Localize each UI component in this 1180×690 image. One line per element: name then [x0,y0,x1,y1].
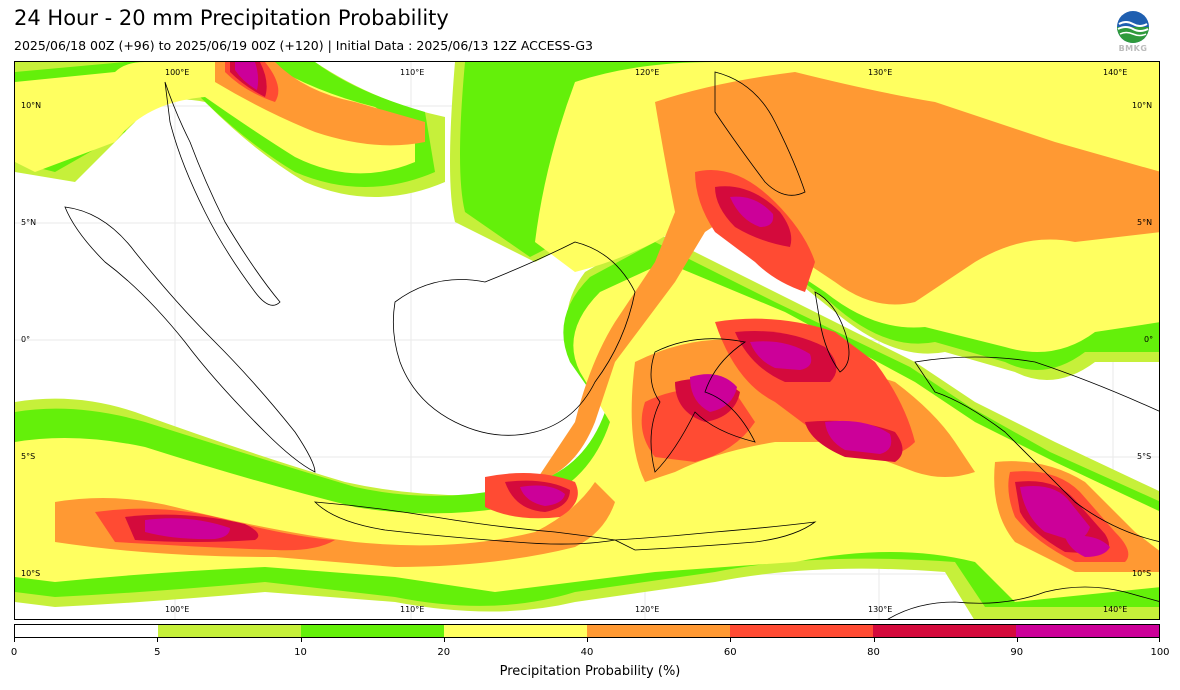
coast-sumatra [64,206,316,473]
lon-label-120-top: 120°E [635,68,660,77]
colorbar-tickmark [157,638,159,642]
lat-label-10n-left: 10°N [21,101,42,110]
colorbar-segment [587,625,730,637]
lat-label-0-left: 0° [21,335,31,344]
lat-label-5n-left: 5°N [21,218,37,227]
coast-nusa-tenggara [613,521,817,551]
colorbar-tickmark [443,638,445,642]
lat-label-10s-left: 10°S [21,569,41,578]
colorbar-tickmark [1159,638,1160,642]
colorbar-segment [873,625,1016,637]
colorbar-tickmark [587,638,588,642]
colorbar-tickmark [1016,638,1018,642]
colorbar-segment [1016,625,1159,637]
lat-label-10n-right: 10°N [1132,101,1153,110]
map-title: 24 Hour - 20 mm Precipitation Probabilit… [14,6,449,30]
map-subtitle: 2025/06/18 00Z (+96) to 2025/06/19 00Z (… [14,38,593,53]
prob-level-90 [145,62,1110,557]
coastlines [64,71,1159,619]
colorbar-tick-label: 5 [154,647,161,658]
lon-label-140-top: 140°E [1103,68,1128,77]
coast-halmahera [814,291,850,373]
colorbar-tick-label: 80 [867,647,880,658]
colorbar-tick-label: 90 [1010,647,1024,658]
lon-label-130-bottom: 130°E [868,605,893,614]
coast-australia [887,586,1159,619]
colorbar-tick-label: 10 [294,647,307,658]
coast-sulawesi [650,338,756,473]
colorbar-tickmark [300,638,302,642]
colorbar-segment [444,625,587,637]
precipitation-map: 100°E 110°E 120°E 130°E 140°E 100°E 110°… [14,61,1160,620]
lat-label-5s-left: 5°S [21,452,36,461]
lon-label-100-bottom: 100°E [165,605,190,614]
lon-label-100-top: 100°E [165,68,190,77]
logo-text: BMKG [1118,44,1148,53]
colorbar-tick-label: 40 [580,647,594,658]
colorbar [14,624,1160,638]
lat-label-0-right: 0° [1144,335,1154,344]
lon-label-110-bottom: 110°E [400,605,425,614]
colorbar-segment [158,625,301,637]
map-canvas [15,62,1159,619]
lon-label-110-top: 110°E [400,68,425,77]
colorbar-segment [301,625,444,637]
coast-philippines [714,71,806,196]
bmkg-logo: BMKG [1114,10,1152,56]
lon-label-130-top: 130°E [868,68,893,77]
colorbar-tickmark [14,638,15,642]
lat-label-10s-right: 10°S [1132,569,1152,578]
colorbar-tickmark [873,638,875,642]
colorbar-tick-label: 100 [1150,647,1170,658]
colorbar-tickmark [730,638,732,642]
colorbar-tick-label: 20 [437,647,451,658]
lat-label-5n-right: 5°N [1137,218,1153,227]
coast-borneo [392,241,636,436]
colorbar-tick-label: 0 [10,647,18,658]
colorbar-label: Precipitation Probability (%) [499,664,681,679]
colorbar-tick-label: 60 [723,647,737,658]
colorbar-segment [730,625,873,637]
lon-label-140-bottom: 140°E [1103,605,1128,614]
coast-papua [914,356,1159,542]
lon-label-120-bottom: 120°E [635,605,660,614]
lat-label-5s-right: 5°S [1137,452,1152,461]
colorbar-segment [15,625,158,637]
coast-malay-peninsula [164,81,281,306]
